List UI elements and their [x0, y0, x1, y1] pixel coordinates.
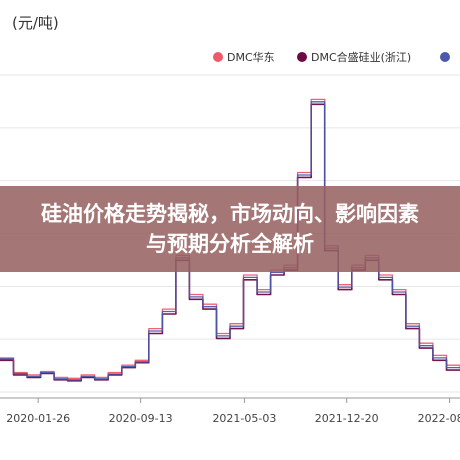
y-axis-unit-label: (元/吨) [12, 14, 59, 32]
legend: DMC华东 DMC合盛硅业(浙江) [213, 50, 450, 64]
x-tick-label: 2021-12-20 [315, 412, 379, 425]
legend-marker [213, 52, 223, 62]
legend-marker [297, 52, 307, 62]
x-tick-label: 2022-08-08 [418, 412, 460, 425]
headline-text: 硅油价格走势揭秘，市场动向、影响因素与预期分析全解析 [41, 202, 419, 256]
headline-banner: 硅油价格走势揭秘，市场动向、影响因素与预期分析全解析 [0, 186, 460, 272]
legend-label: DMC合盛硅业(浙江) [311, 50, 411, 64]
x-axis: 2020-01-26 2020-09-13 2021-05-03 2021-12-20… [0, 397, 460, 425]
series-lines [0, 98, 460, 382]
legend-marker [440, 52, 450, 62]
legend-label: DMC华东 [227, 50, 275, 64]
x-tick-label: 2021-05-03 [212, 412, 276, 425]
series-line [0, 101, 460, 381]
x-tick-label: 2020-09-13 [109, 412, 173, 425]
x-tick-label: 2020-01-26 [6, 412, 70, 425]
